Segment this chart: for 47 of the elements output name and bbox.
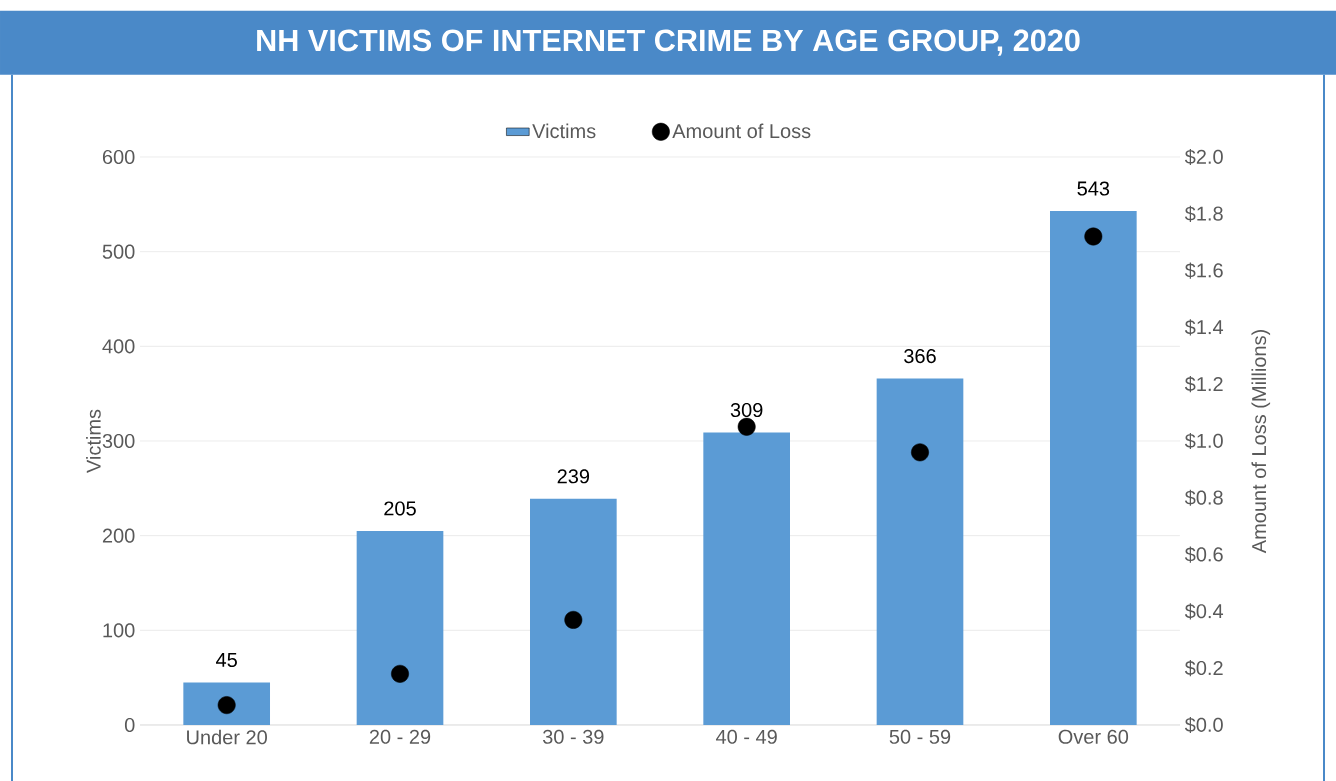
point <box>737 417 756 436</box>
y2-tick-label: $0.6 <box>1184 546 1223 563</box>
data-label: 205 <box>384 501 416 516</box>
y-axis-title: Victims <box>86 409 101 473</box>
y2-tick-label: $0.4 <box>1184 603 1224 620</box>
point <box>911 443 929 462</box>
point <box>564 610 583 629</box>
y2-tick-label: $1.4 <box>1184 319 1224 336</box>
x-tick-label: 30 - 39 <box>542 729 604 744</box>
bar <box>530 498 617 725</box>
chart-title: NH VICTIMS OF INTERNET CRIME BY AGE GROUP, 2020 <box>257 29 1080 56</box>
y-tick-label: 400 <box>102 339 135 354</box>
x-tick-label: 40 - 49 <box>715 729 777 744</box>
bar <box>703 432 790 725</box>
legend-label: Amount of Loss <box>672 123 811 139</box>
y-tick-label: 500 <box>102 244 135 259</box>
x-tick-label: Over 60 <box>1058 729 1129 744</box>
y-tick-label: 100 <box>103 623 135 638</box>
data-label: 45 <box>216 653 237 667</box>
data-label: 309 <box>730 402 763 418</box>
x-tick-label: 50 - 59 <box>889 729 951 744</box>
data-label: 366 <box>904 348 936 364</box>
y-tick-label: 200 <box>102 528 135 543</box>
y-tick-label: 600 <box>102 149 135 165</box>
x-tick-label: 20 - 29 <box>369 729 431 744</box>
point <box>391 664 409 683</box>
point <box>217 696 236 715</box>
y-tick-label: 0 <box>124 717 135 733</box>
point <box>1084 227 1103 246</box>
y2-tick-label: $1.6 <box>1184 262 1223 279</box>
legend-label: Victims <box>532 123 596 139</box>
x-tick-label: Under 20 <box>187 729 267 745</box>
y2-axis-title: Amount of Loss (Millions) <box>1251 330 1271 554</box>
data-label: 543 <box>1077 181 1110 196</box>
y2-tick-label: $1.8 <box>1184 205 1223 222</box>
y2-tick-label: $2.0 <box>1184 148 1223 166</box>
y-tick-label: 300 <box>102 433 135 449</box>
bar <box>1050 210 1137 725</box>
y2-tick-label: $0.8 <box>1184 489 1223 506</box>
y2-tick-label: $0.2 <box>1184 660 1223 677</box>
y2-tick-label: $0.0 <box>1184 716 1223 734</box>
bar <box>356 530 444 725</box>
data-label: 239 <box>557 469 590 484</box>
bar <box>876 378 964 725</box>
y2-tick-label: $1.0 <box>1184 432 1223 450</box>
bar <box>183 682 271 725</box>
y2-tick-label: $1.2 <box>1184 376 1223 393</box>
